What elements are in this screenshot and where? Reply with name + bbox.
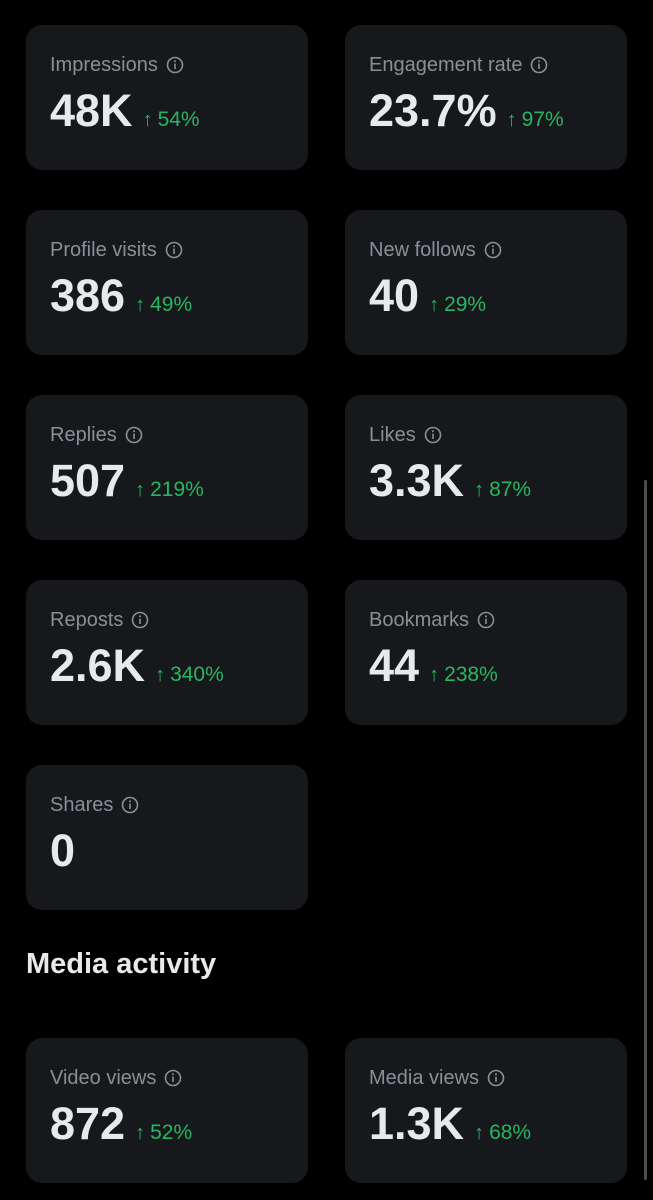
metric-value: 872 (50, 1098, 126, 1149)
metric-label: Media views (369, 1067, 480, 1089)
metric-label: Replies (50, 424, 117, 446)
metric-label-row: Shares (50, 793, 139, 817)
metric-card-reposts[interactable]: Reposts 2.6K ↑ 340% (26, 580, 308, 725)
metric-label-row: Impressions (50, 53, 184, 77)
metric-label: Engagement rate (369, 54, 523, 76)
metric-value: 2.6K (50, 640, 146, 691)
metric-value-row: 386 ↑ 49% (50, 268, 192, 324)
metric-label: Bookmarks (369, 609, 470, 631)
metric-value-row: 1.3K ↑ 68% (369, 1096, 531, 1152)
metric-change: ↑ 87% (474, 478, 531, 502)
arrow-up-icon: ↑ (142, 109, 153, 131)
metric-label: Reposts (50, 609, 124, 631)
metric-value: 386 (50, 270, 126, 321)
metric-change-value: 97% (521, 108, 564, 131)
arrow-up-icon: ↑ (474, 479, 485, 501)
info-icon[interactable] (131, 611, 149, 629)
metric-card-impressions[interactable]: Impressions 48K ↑ 54% (26, 25, 308, 170)
metric-label-row: Media views (369, 1066, 505, 1090)
metric-card-video-views[interactable]: Video views 872 ↑ 52% (26, 1038, 308, 1183)
metric-change-value: 29% (444, 293, 487, 316)
metric-change: ↑ 49% (135, 293, 192, 317)
arrow-up-icon: ↑ (474, 1122, 485, 1144)
metric-card-replies[interactable]: Replies 507 ↑ 219% (26, 395, 308, 540)
metric-label-row: Engagement rate (369, 53, 548, 77)
metric-card-bookmarks[interactable]: Bookmarks 44 ↑ 238% (345, 580, 627, 725)
metric-value-row: 872 ↑ 52% (50, 1096, 192, 1152)
arrow-up-icon: ↑ (429, 664, 440, 686)
section-title-media-activity: Media activity (26, 948, 217, 980)
info-icon[interactable] (487, 1069, 505, 1087)
metric-label-row: Bookmarks (369, 608, 495, 632)
metric-value-row: 3.3K ↑ 87% (369, 453, 531, 509)
metric-label-row: New follows (369, 238, 502, 262)
metric-value: 44 (369, 640, 420, 691)
metric-label: Profile visits (50, 239, 157, 261)
metric-label: New follows (369, 239, 476, 261)
metric-value: 0 (50, 825, 76, 876)
metric-label-row: Profile visits (50, 238, 183, 262)
info-icon[interactable] (424, 426, 442, 444)
metric-value: 40 (369, 270, 420, 321)
arrow-up-icon: ↑ (135, 479, 146, 501)
info-icon[interactable] (164, 1069, 182, 1087)
metric-change: ↑ 29% (429, 293, 486, 317)
metric-value: 48K (50, 85, 133, 136)
arrow-up-icon: ↑ (155, 664, 166, 686)
metric-change: ↑ 97% (507, 108, 564, 132)
metric-change: ↑ 52% (135, 1121, 192, 1145)
arrow-up-icon: ↑ (135, 1122, 146, 1144)
metric-value-row: 0 (50, 823, 75, 879)
metric-label-row: Replies (50, 423, 143, 447)
metric-label: Shares (50, 794, 114, 816)
metric-value-row: 507 ↑ 219% (50, 453, 204, 509)
info-icon[interactable] (484, 241, 502, 259)
scrollbar-thumb[interactable] (644, 480, 647, 1180)
metric-change-value: 49% (150, 293, 193, 316)
info-icon[interactable] (530, 56, 548, 74)
metric-value: 3.3K (369, 455, 465, 506)
metric-card-likes[interactable]: Likes 3.3K ↑ 87% (345, 395, 627, 540)
info-icon[interactable] (125, 426, 143, 444)
metric-label: Video views (50, 1067, 157, 1089)
info-icon[interactable] (477, 611, 495, 629)
metric-value-row: 23.7% ↑ 97% (369, 83, 564, 139)
metric-change-value: 219% (150, 478, 204, 501)
metric-change: ↑ 238% (429, 663, 498, 687)
metric-card-media-views[interactable]: Media views 1.3K ↑ 68% (345, 1038, 627, 1183)
info-icon[interactable] (166, 56, 184, 74)
metric-change-value: 87% (489, 478, 532, 501)
metric-change: ↑ 219% (135, 478, 204, 502)
metric-value-row: 40 ↑ 29% (369, 268, 486, 324)
metric-change: ↑ 54% (143, 108, 200, 132)
metric-change-value: 52% (150, 1121, 193, 1144)
metric-change-value: 340% (170, 663, 224, 686)
metric-label: Impressions (50, 54, 158, 76)
arrow-up-icon: ↑ (135, 294, 146, 316)
metric-label-row: Video views (50, 1066, 182, 1090)
metric-label-row: Likes (369, 423, 442, 447)
info-icon[interactable] (165, 241, 183, 259)
metric-value-row: 44 ↑ 238% (369, 638, 498, 694)
metric-change-value: 68% (489, 1121, 532, 1144)
metric-card-shares[interactable]: Shares 0 (26, 765, 308, 910)
metric-label-row: Reposts (50, 608, 149, 632)
metric-change: ↑ 68% (474, 1121, 531, 1145)
metric-card-profile-visits[interactable]: Profile visits 386 ↑ 49% (26, 210, 308, 355)
metric-change: ↑ 340% (155, 663, 224, 687)
metric-card-new-follows[interactable]: New follows 40 ↑ 29% (345, 210, 627, 355)
arrow-up-icon: ↑ (429, 294, 440, 316)
metric-value-row: 2.6K ↑ 340% (50, 638, 224, 694)
metric-value: 23.7% (369, 85, 497, 136)
metric-value: 1.3K (369, 1098, 465, 1149)
info-icon[interactable] (121, 796, 139, 814)
metric-label: Likes (369, 424, 416, 446)
metric-change-value: 54% (157, 108, 200, 131)
metric-change-value: 238% (444, 663, 498, 686)
metric-card-engagement-rate[interactable]: Engagement rate 23.7% ↑ 97% (345, 25, 627, 170)
metric-value: 507 (50, 455, 126, 506)
arrow-up-icon: ↑ (506, 109, 517, 131)
metric-value-row: 48K ↑ 54% (50, 83, 200, 139)
